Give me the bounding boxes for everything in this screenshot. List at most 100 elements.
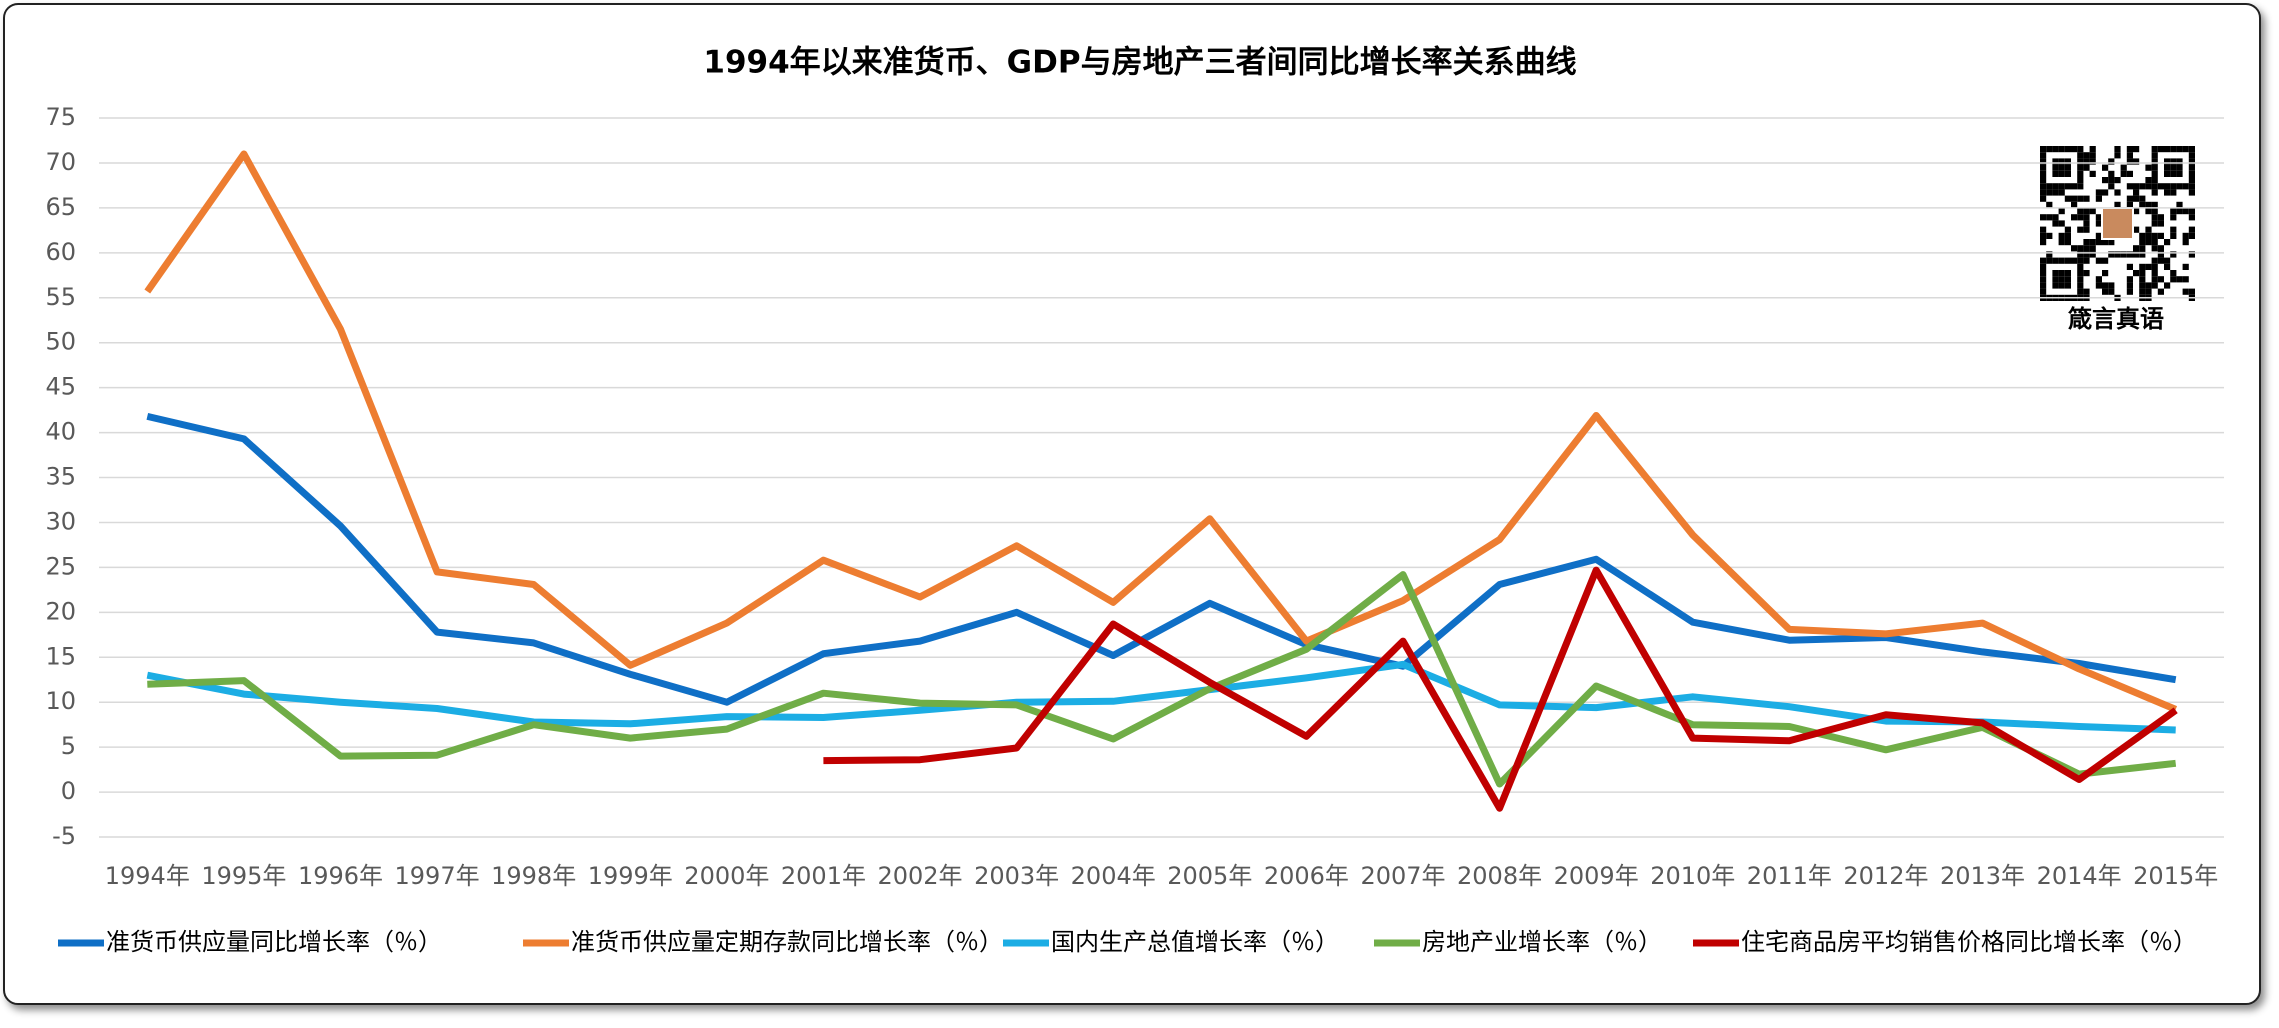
qr-cell xyxy=(2126,170,2133,177)
qr-cell xyxy=(2157,276,2164,283)
qr-cell xyxy=(2114,251,2121,258)
y-tick-label: 65 xyxy=(45,193,76,221)
y-tick-label: 60 xyxy=(45,238,76,266)
qr-cell xyxy=(2077,164,2084,171)
qr-cell xyxy=(2126,201,2133,208)
qr-cell xyxy=(2139,276,2146,283)
qr-cell xyxy=(2188,189,2195,196)
qr-cell xyxy=(2083,164,2090,171)
qr-cell xyxy=(2102,282,2109,289)
qr-cell xyxy=(2071,245,2078,252)
qr-cell xyxy=(2052,164,2059,171)
qr-cell xyxy=(2164,263,2171,270)
qr-cell xyxy=(2139,245,2146,252)
qr-cell xyxy=(2040,288,2047,295)
qr-cell xyxy=(2151,276,2158,283)
qr-cell xyxy=(2182,276,2189,283)
qr-cell xyxy=(2126,158,2133,165)
qr-cell xyxy=(2170,189,2177,196)
qr-cell xyxy=(2151,270,2158,277)
qr-cell xyxy=(2083,208,2090,215)
qr-cell xyxy=(2083,270,2090,277)
qr-cell xyxy=(2139,183,2146,190)
qr-cell xyxy=(2108,239,2115,246)
qr-cell xyxy=(2170,158,2177,165)
qr-cell xyxy=(2102,270,2109,277)
qr-cell xyxy=(2083,195,2090,202)
qr-cell xyxy=(2145,288,2152,295)
qr-cell xyxy=(2040,164,2047,171)
qr-cell xyxy=(2071,146,2078,153)
qr-cell xyxy=(2083,245,2090,252)
qr-cell xyxy=(2170,208,2177,215)
qr-cell xyxy=(2040,146,2047,153)
qr-cell xyxy=(2040,263,2047,270)
qr-cell xyxy=(2157,288,2164,295)
qr-cell xyxy=(2170,270,2177,277)
qr-cell xyxy=(2058,164,2065,171)
qr-cell xyxy=(2164,183,2171,190)
x-tick-label: 2010年 xyxy=(1650,862,1735,890)
qr-cell xyxy=(2052,282,2059,289)
qr-cell xyxy=(2182,146,2189,153)
qr-cell xyxy=(2077,152,2084,159)
qr-cell xyxy=(2114,152,2121,159)
legend-label: 准货币供应量定期存款同比增长率（％） xyxy=(571,928,1003,956)
qr-cell xyxy=(2188,226,2195,233)
qr-cell xyxy=(2188,177,2195,184)
x-tick-label: 2004年 xyxy=(1071,862,1156,890)
qr-cell xyxy=(2176,170,2183,177)
qr-cell xyxy=(2133,251,2140,258)
qr-cell xyxy=(2071,257,2078,264)
qr-cell xyxy=(2083,214,2090,221)
qr-cell xyxy=(2064,276,2071,283)
qr-cell xyxy=(2064,282,2071,289)
qr-cell xyxy=(2120,164,2127,171)
qr-cell xyxy=(2095,282,2102,289)
qr-cell xyxy=(2151,257,2158,264)
qr-cell xyxy=(2139,251,2146,258)
qr-cell xyxy=(2145,201,2152,208)
qr-cell xyxy=(2157,257,2164,264)
y-tick-label: 5 xyxy=(61,732,76,760)
qr-cell xyxy=(2089,152,2096,159)
qr-cell xyxy=(2052,270,2059,277)
qr-cell xyxy=(2052,220,2059,227)
qr-cell xyxy=(2182,183,2189,190)
qr-cell xyxy=(2077,257,2084,264)
qr-cell xyxy=(2058,270,2065,277)
qr-cell xyxy=(2145,183,2152,190)
qr-cell xyxy=(2133,195,2140,202)
qr-cell xyxy=(2151,220,2158,227)
qr-cell xyxy=(2133,183,2140,190)
qr-cell xyxy=(2176,164,2183,171)
qr-cell xyxy=(2108,183,2115,190)
qr-cell xyxy=(2040,257,2047,264)
qr-cell xyxy=(2139,232,2146,239)
legend-label: 房地产业增长率（％） xyxy=(1422,928,1662,956)
qr-cell xyxy=(2114,146,2121,153)
qr-cell xyxy=(2188,214,2195,221)
qr-cell xyxy=(2089,170,2096,177)
qr-cell xyxy=(2108,282,2115,289)
qr-cell xyxy=(2188,288,2195,295)
qr-cell xyxy=(2126,276,2133,283)
y-tick-label: -5 xyxy=(52,822,76,850)
qr-cell xyxy=(2182,232,2189,239)
qr-cell xyxy=(2040,170,2047,177)
qr-cell xyxy=(2046,251,2053,258)
x-tick-label: 2007年 xyxy=(1360,862,1445,890)
qr-cell xyxy=(2176,183,2183,190)
qr-cell xyxy=(2164,189,2171,196)
qr-cell xyxy=(2052,183,2059,190)
y-tick-label: 35 xyxy=(45,463,76,491)
qr-cell xyxy=(2040,226,2047,233)
qr-cell xyxy=(2052,214,2059,221)
qr-cell xyxy=(2188,164,2195,171)
x-tick-label: 2009年 xyxy=(1554,862,1639,890)
qr-cell xyxy=(2188,251,2195,258)
x-tick-label: 2005年 xyxy=(1167,862,1252,890)
qr-cell xyxy=(2126,195,2133,202)
qr-cell xyxy=(2151,152,2158,159)
qr-cell xyxy=(2126,251,2133,258)
